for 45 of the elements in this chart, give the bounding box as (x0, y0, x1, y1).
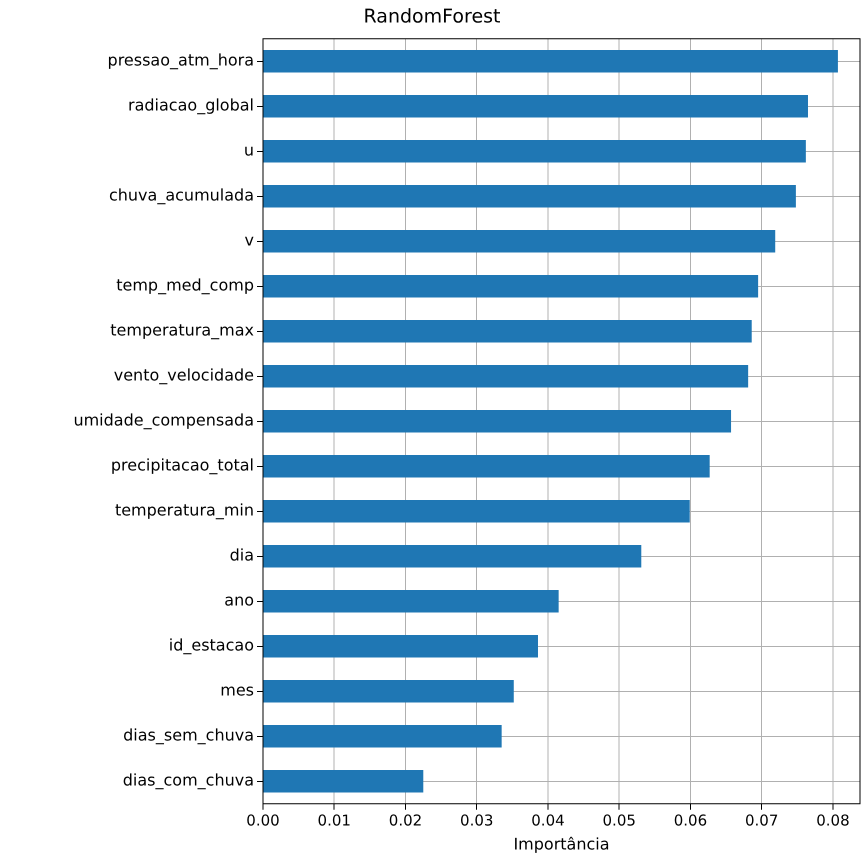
y-tick-label: pressao_atm_hora (108, 50, 254, 70)
y-tick-label: vento_velocidade (114, 365, 254, 384)
x-tick-label: 0.01 (318, 812, 351, 830)
bar (264, 275, 758, 298)
bar (264, 455, 710, 478)
x-tick-label: 0.04 (531, 812, 565, 830)
y-tick-label: chuva_acumulada (108, 185, 254, 204)
y-tick-label: mes (220, 680, 254, 700)
bar (264, 680, 514, 703)
bar (264, 725, 502, 748)
bar (264, 50, 838, 73)
x-tick-label: 0.07 (744, 812, 778, 830)
chart-title: RandomForest (364, 5, 500, 28)
y-tick-label: ano (224, 590, 254, 610)
y-tick-label: temperatura_max (110, 320, 254, 340)
y-tick-label: u (244, 140, 254, 160)
bar (264, 590, 559, 613)
x-tick-label: 0.08 (816, 812, 850, 830)
bar (264, 770, 424, 793)
bar (264, 410, 732, 433)
bar (264, 140, 806, 163)
bar (264, 230, 776, 253)
y-tick-label: id_estacao (168, 635, 254, 654)
y-tick-label: dia (230, 545, 254, 564)
bar (264, 545, 642, 568)
y-tick-label: v (244, 230, 254, 250)
y-tick-label: precipitacao_total (110, 455, 254, 474)
x-axis-title: Importância (513, 834, 610, 854)
bar (264, 365, 748, 388)
x-tick-label: 0.00 (246, 812, 280, 830)
bar (264, 185, 796, 208)
y-tick-label: umidade_compensada (73, 410, 254, 430)
x-tick-label: 0.06 (674, 812, 708, 830)
x-tick-label: 0.05 (602, 812, 636, 830)
y-tick-label: radiacao_global (128, 95, 254, 114)
bar (264, 500, 690, 523)
bar (264, 95, 808, 118)
y-tick-label: dias_com_chuva (122, 770, 254, 790)
x-tick-label: 0.02 (388, 812, 422, 830)
bar (264, 635, 538, 658)
y-tick-label: temp_med_comp (116, 275, 254, 294)
y-tick-label: temperatura_min (114, 500, 254, 520)
x-tick-label: 0.03 (460, 812, 494, 830)
y-tick-label: dias_sem_chuva (123, 725, 254, 744)
bar (264, 320, 752, 343)
